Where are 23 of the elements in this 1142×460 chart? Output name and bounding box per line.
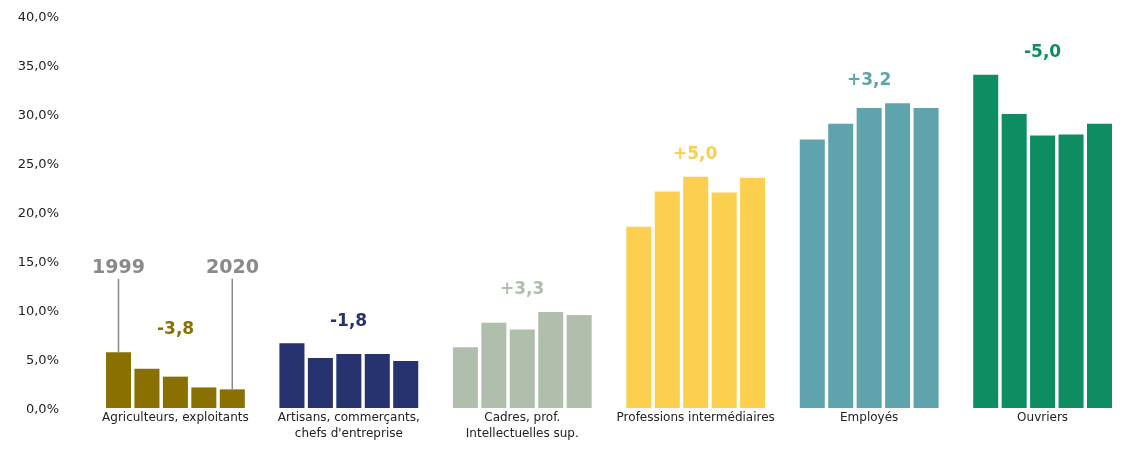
y-tick-label: 25,0% [17,155,59,171]
y-tick-label: 40,0% [17,8,59,24]
annotation: -5,0 [1024,41,1062,61]
x-tick-label: Ouvriers [1017,410,1069,424]
annotation: 1999 [92,255,145,277]
annotation: -3,8 [157,318,195,338]
y-tick-label: 20,0% [17,204,59,220]
annotation: 2020 [206,255,259,277]
x-tick-label: Professions intermédiaires [616,410,775,424]
x-tick-label: Employés [840,410,899,424]
annotation: +3,3 [500,278,545,298]
y-tick-label: 5,0% [25,351,59,367]
x-tick-label: Agriculteurs, exploitants [102,410,249,424]
y-tick-label: 10,0% [17,302,59,318]
annotation: +3,2 [847,69,892,89]
x-tick-label: Artisans, commerçants, chefs d'entreprise [277,410,420,440]
annotation: +5,0 [673,143,718,163]
annotation: -1,8 [330,310,368,330]
y-tick-label: 15,0% [17,253,59,269]
y-tick-label: 0,0% [25,400,59,416]
y-tick-label: 30,0% [17,106,59,122]
y-tick-label: 35,0% [17,57,59,73]
x-tick-label: Cadres, prof. Intellectuelles sup. [465,410,579,440]
